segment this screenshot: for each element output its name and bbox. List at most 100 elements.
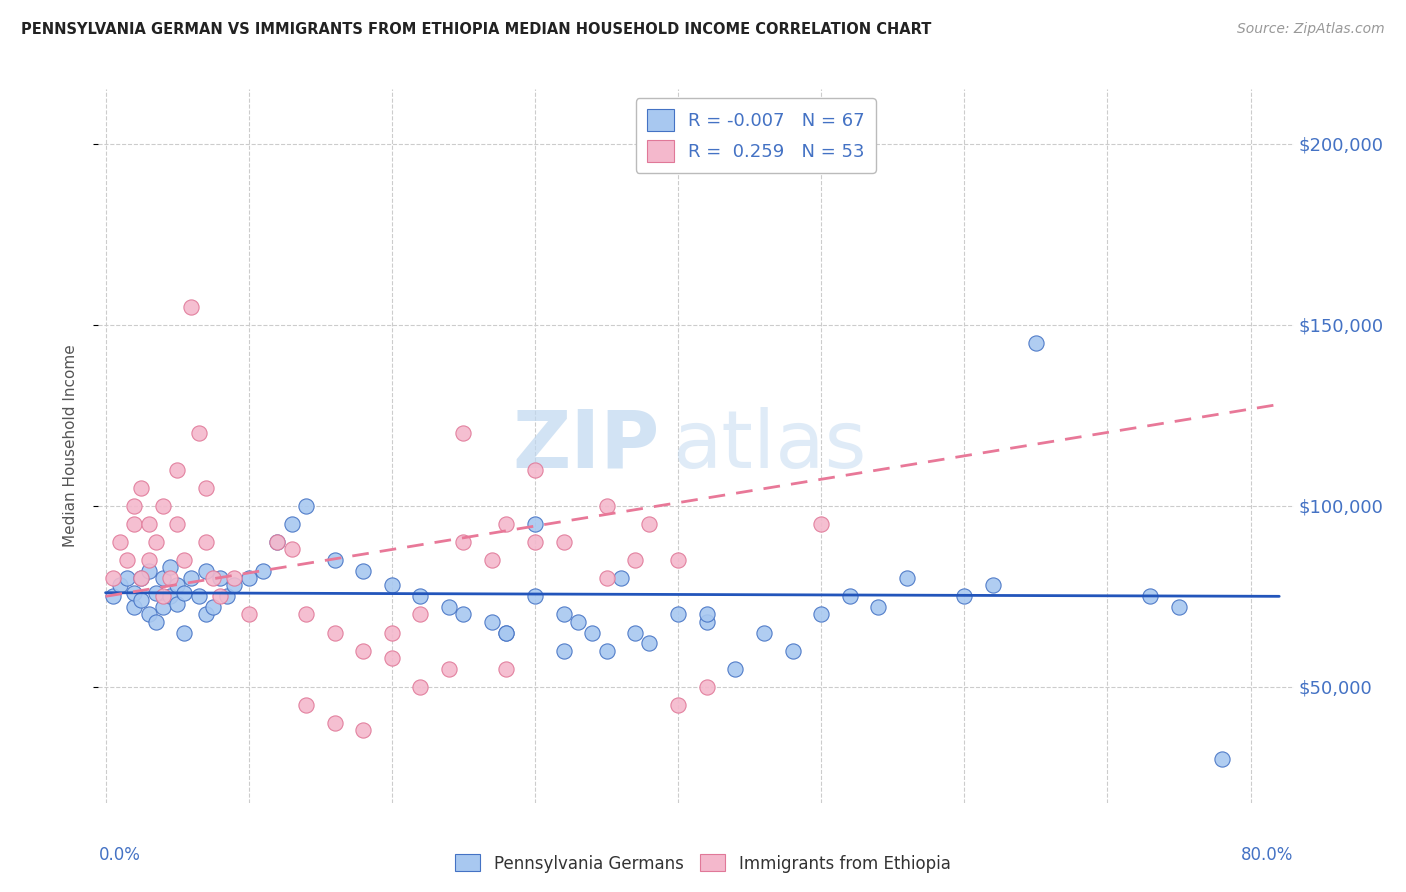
Point xyxy=(437,600,460,615)
Point xyxy=(495,516,517,531)
Point xyxy=(381,578,404,592)
Point xyxy=(666,553,689,567)
Point xyxy=(131,593,153,607)
Point xyxy=(495,625,517,640)
Point xyxy=(194,564,217,578)
Point xyxy=(138,564,160,578)
Point xyxy=(138,607,160,622)
Point xyxy=(152,571,174,585)
Point xyxy=(838,590,860,604)
Point xyxy=(194,535,217,549)
Text: 80.0%: 80.0% xyxy=(1241,846,1294,863)
Point xyxy=(453,535,475,549)
Point xyxy=(115,571,138,585)
Point xyxy=(595,571,617,585)
Point xyxy=(724,662,747,676)
Legend: R = -0.007   N = 67, R =  0.259   N = 53: R = -0.007 N = 67, R = 0.259 N = 53 xyxy=(636,98,876,173)
Point xyxy=(159,571,181,585)
Point xyxy=(238,571,260,585)
Point xyxy=(295,499,318,513)
Point xyxy=(187,426,209,441)
Point xyxy=(624,625,647,640)
Point xyxy=(280,516,302,531)
Point xyxy=(1025,335,1047,350)
Point xyxy=(595,499,617,513)
Point xyxy=(122,499,145,513)
Point xyxy=(280,542,302,557)
Point xyxy=(224,571,246,585)
Point xyxy=(238,607,260,622)
Point xyxy=(523,516,546,531)
Point xyxy=(108,578,131,592)
Text: PENNSYLVANIA GERMAN VS IMMIGRANTS FROM ETHIOPIA MEDIAN HOUSEHOLD INCOME CORRELAT: PENNSYLVANIA GERMAN VS IMMIGRANTS FROM E… xyxy=(21,22,931,37)
Legend: Pennsylvania Germans, Immigrants from Ethiopia: Pennsylvania Germans, Immigrants from Et… xyxy=(449,847,957,880)
Point xyxy=(122,585,145,599)
Point xyxy=(523,590,546,604)
Point xyxy=(581,625,603,640)
Point xyxy=(638,636,661,650)
Point xyxy=(638,516,661,531)
Point xyxy=(666,607,689,622)
Point xyxy=(131,571,153,585)
Text: atlas: atlas xyxy=(672,407,866,485)
Point xyxy=(782,643,804,657)
Point xyxy=(323,716,346,731)
Point xyxy=(173,553,195,567)
Point xyxy=(409,590,432,604)
Point xyxy=(101,571,124,585)
Point xyxy=(145,535,167,549)
Point xyxy=(752,625,775,640)
Point xyxy=(523,462,546,476)
Point xyxy=(122,516,145,531)
Point xyxy=(481,553,503,567)
Point xyxy=(266,535,288,549)
Point xyxy=(194,481,217,495)
Point xyxy=(868,600,890,615)
Point xyxy=(187,590,209,604)
Point xyxy=(252,564,274,578)
Point xyxy=(666,698,689,712)
Point xyxy=(595,643,617,657)
Point xyxy=(131,571,153,585)
Point xyxy=(295,698,318,712)
Point xyxy=(209,590,232,604)
Point xyxy=(553,607,575,622)
Point xyxy=(1211,752,1233,766)
Point xyxy=(409,680,432,694)
Point xyxy=(159,590,181,604)
Text: ZIP: ZIP xyxy=(513,407,661,485)
Point xyxy=(101,590,124,604)
Point xyxy=(1139,590,1161,604)
Point xyxy=(453,607,475,622)
Point xyxy=(610,571,633,585)
Point xyxy=(145,615,167,629)
Point xyxy=(173,585,195,599)
Point xyxy=(266,535,288,549)
Point xyxy=(166,578,188,592)
Point xyxy=(352,564,374,578)
Point xyxy=(1168,600,1191,615)
Point xyxy=(624,553,647,567)
Point xyxy=(495,625,517,640)
Y-axis label: Median Household Income: Median Household Income xyxy=(63,344,77,548)
Point xyxy=(810,516,832,531)
Point xyxy=(152,590,174,604)
Point xyxy=(152,600,174,615)
Point xyxy=(122,600,145,615)
Point xyxy=(381,651,404,665)
Point xyxy=(481,615,503,629)
Point xyxy=(567,615,589,629)
Point xyxy=(159,560,181,574)
Point xyxy=(437,662,460,676)
Point xyxy=(115,553,138,567)
Point xyxy=(696,607,718,622)
Point xyxy=(553,535,575,549)
Point xyxy=(352,723,374,738)
Point xyxy=(131,481,153,495)
Point xyxy=(138,516,160,531)
Point xyxy=(108,535,131,549)
Point xyxy=(696,615,718,629)
Point xyxy=(981,578,1004,592)
Point xyxy=(180,571,202,585)
Point xyxy=(145,585,167,599)
